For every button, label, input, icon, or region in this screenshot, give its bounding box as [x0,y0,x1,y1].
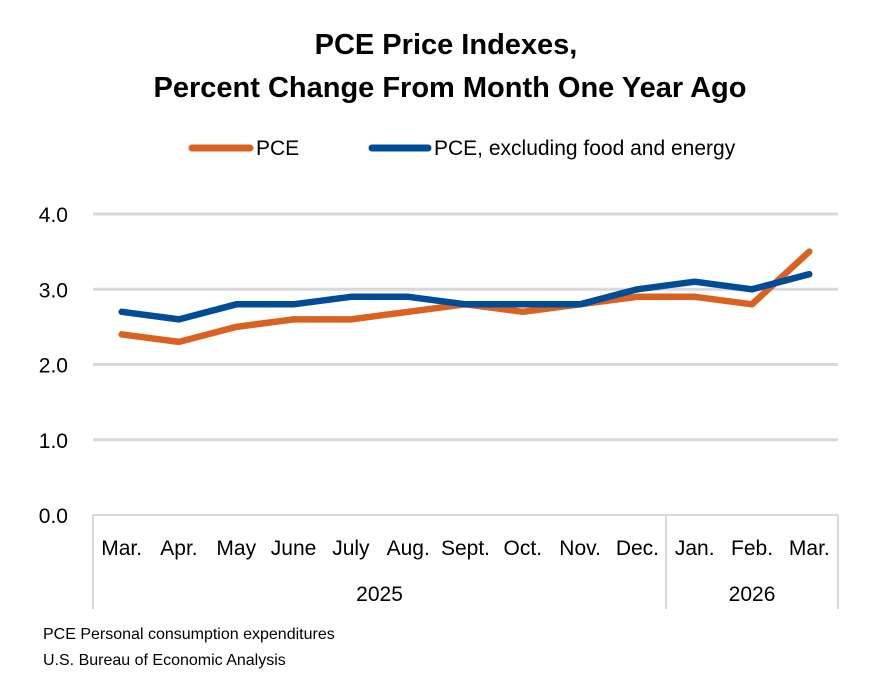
series-line-pce [118,248,813,346]
x-tick-label: Apr. [160,537,197,560]
y-tick-label: 1.0 [39,430,68,453]
x-tick-label: Nov. [559,537,601,560]
y-tick-label: 3.0 [39,279,68,302]
x-tick-label: Mar. [101,537,142,560]
x-tick-label: Oct. [504,537,543,560]
chart-title-line-2: Percent Change From Month One Year Ago [154,72,747,104]
x-tick-label: June [271,537,317,560]
x-tick-label: Feb. [731,537,773,560]
y-axis: 0.0 1.0 2.0 3.0 4.0 [39,204,68,528]
x-tick-label: Mar. [789,537,830,560]
legend-label-core-pce: PCE, excluding food and energy [434,137,736,160]
x-axis: Mar. Apr. May June July Aug. Sept. Oct. Nov. Dec.… [92,514,839,609]
gridlines [93,212,838,442]
chart-title-line-1: PCE Price Indexes, [315,29,578,61]
legend-label-pce: PCE [256,137,299,160]
y-tick-label: 2.0 [39,355,68,378]
x-tick-label: Jan. [675,537,715,560]
footnote-source: U.S. Bureau of Economic Analysis [43,652,286,669]
x-tick-label: Sept. [441,537,490,560]
x-tick-label: Dec. [616,537,659,560]
legend: PCE PCE, excluding food and energy [188,137,736,160]
y-tick-label: 4.0 [39,204,68,227]
x-tick-label: Aug. [387,537,430,560]
year-label: 2026 [729,583,776,606]
series-lines [118,248,813,346]
y-tick-label: 0.0 [39,505,68,528]
x-tick-label: July [332,537,370,560]
year-label: 2025 [356,583,403,606]
footnote-definition: PCE Personal consumption expenditures [43,626,335,643]
x-tick-label: May [216,537,256,560]
